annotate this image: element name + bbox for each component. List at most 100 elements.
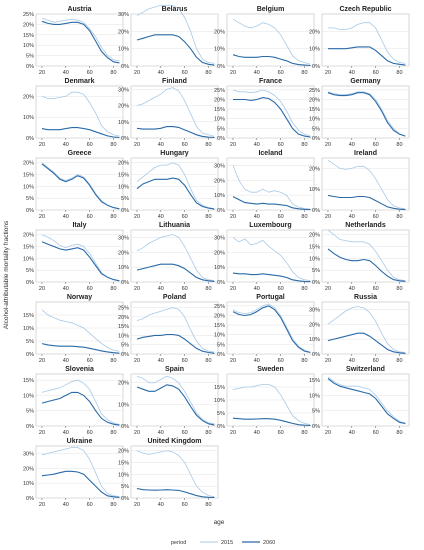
y-tick-label: 0%	[217, 208, 225, 214]
y-tick-label: 10%	[214, 333, 225, 339]
y-tick-label: 15%	[309, 378, 320, 384]
y-tick-label: 15%	[309, 107, 320, 113]
y-tick-label: 5%	[26, 268, 34, 274]
x-tick-label: 60	[182, 430, 188, 436]
panel-title: Portugal	[256, 294, 284, 301]
y-tick-label: 10%	[23, 481, 34, 487]
y-tick-label: 10%	[23, 115, 34, 121]
x-tick-label: 40	[349, 286, 355, 292]
x-tick-label: 60	[373, 214, 379, 220]
x-tick-label: 80	[205, 214, 211, 220]
x-axis-title: age	[214, 519, 225, 526]
panel-hungary: Hungary 0% 5% 10% 15% 20% 20 40 60 80	[118, 150, 219, 220]
series-2060-line	[41, 241, 120, 282]
x-tick-label: 20	[325, 214, 331, 220]
y-tick-label: 15%	[23, 313, 34, 319]
series-2015-line	[327, 91, 406, 137]
series-2015-line	[327, 229, 406, 282]
panel-germany: Germany 0% 5% 10% 15% 20% 25% 20 40 60 80	[309, 78, 410, 148]
panel-title: United Kingdom	[147, 438, 201, 445]
panel-title: Czech Republic	[339, 6, 391, 13]
y-tick-label: 20%	[118, 250, 129, 256]
x-tick-label: 60	[373, 430, 379, 436]
panel-title: Switzerland	[346, 366, 385, 373]
y-tick-label: 5%	[121, 196, 129, 202]
panel-frame	[130, 229, 219, 283]
series-2015-line	[41, 17, 120, 62]
x-tick-label: 20	[230, 430, 236, 436]
x-tick-label: 80	[205, 70, 211, 76]
series-2015-line	[232, 237, 311, 281]
y-tick-label: 10%	[23, 184, 34, 190]
panel-greece: Greece 0% 5% 10% 15% 20% 20 40 60 80	[23, 150, 124, 220]
series-2015-line	[136, 234, 215, 281]
x-tick-label: 40	[158, 430, 164, 436]
series-2060-line	[327, 194, 406, 211]
y-tick-label: 30%	[23, 451, 34, 457]
series-2060-line	[136, 333, 215, 354]
x-tick-label: 60	[278, 214, 284, 220]
panel-netherlands: Netherlands 0% 5% 10% 15% 20% 20 40 60 80	[309, 222, 410, 292]
x-tick-label: 40	[63, 502, 69, 508]
x-tick-label: 40	[158, 142, 164, 148]
x-tick-label: 20	[39, 358, 45, 364]
series-2060-line	[41, 470, 120, 498]
series-2060-line	[327, 332, 406, 354]
x-tick-label: 60	[278, 430, 284, 436]
y-tick-label: 5%	[312, 126, 320, 132]
x-tick-label: 80	[396, 358, 402, 364]
panel-frame	[226, 85, 315, 139]
series-2015-line	[327, 306, 406, 353]
y-tick-label: 20%	[118, 381, 129, 387]
panel-poland: Poland 0% 5% 10% 15% 20% 25% 20 40 60 80	[118, 294, 219, 364]
x-tick-label: 80	[110, 286, 116, 292]
x-tick-label: 20	[39, 430, 45, 436]
series-2060-line	[41, 163, 120, 210]
y-tick-label: 20%	[118, 315, 129, 321]
y-tick-label: 15%	[23, 245, 34, 251]
x-tick-label: 80	[110, 502, 116, 508]
y-tick-label: 0%	[26, 424, 34, 430]
series-2015-line	[136, 4, 215, 64]
panel-title: Austria	[67, 6, 91, 13]
panel-france: France 0% 5% 10% 15% 20% 25% 20 40 60 80	[214, 78, 315, 148]
y-tick-label: 10%	[23, 393, 34, 399]
y-tick-label: 0%	[121, 496, 129, 502]
x-tick-label: 20	[325, 142, 331, 148]
y-tick-label: 15%	[23, 378, 34, 384]
legend-title: period	[171, 540, 186, 546]
x-tick-label: 80	[301, 358, 307, 364]
y-tick-label: 10%	[118, 402, 129, 408]
panel-title: Hungary	[160, 150, 189, 157]
series-2060-line	[233, 97, 311, 138]
x-tick-label: 80	[301, 142, 307, 148]
series-2015-line	[327, 376, 406, 424]
x-tick-label: 80	[396, 70, 402, 76]
x-tick-label: 40	[63, 142, 69, 148]
series-2015-line	[136, 162, 215, 210]
x-tick-label: 40	[158, 358, 164, 364]
x-tick-label: 80	[110, 214, 116, 220]
panel-title: Iceland	[258, 150, 282, 157]
panel-frame	[321, 13, 410, 67]
y-tick-label: 0%	[217, 136, 225, 142]
x-tick-label: 60	[182, 214, 188, 220]
x-tick-label: 20	[230, 286, 236, 292]
x-tick-label: 20	[39, 286, 45, 292]
panel-title: Belgium	[257, 6, 285, 13]
x-tick-label: 40	[349, 358, 355, 364]
panel-frame	[226, 301, 315, 355]
panel-frame	[321, 157, 410, 211]
x-tick-label: 60	[373, 358, 379, 364]
y-tick-label: 20%	[23, 161, 34, 167]
x-tick-label: 80	[205, 502, 211, 508]
x-tick-label: 40	[158, 70, 164, 76]
series-2060-line	[327, 378, 406, 425]
panel-frame	[35, 157, 124, 211]
y-tick-label: 10%	[214, 47, 225, 53]
x-tick-label: 60	[182, 358, 188, 364]
x-tick-label: 80	[205, 142, 211, 148]
series-2060-line	[41, 343, 120, 354]
y-tick-label: 10%	[23, 43, 34, 49]
x-tick-label: 40	[349, 142, 355, 148]
